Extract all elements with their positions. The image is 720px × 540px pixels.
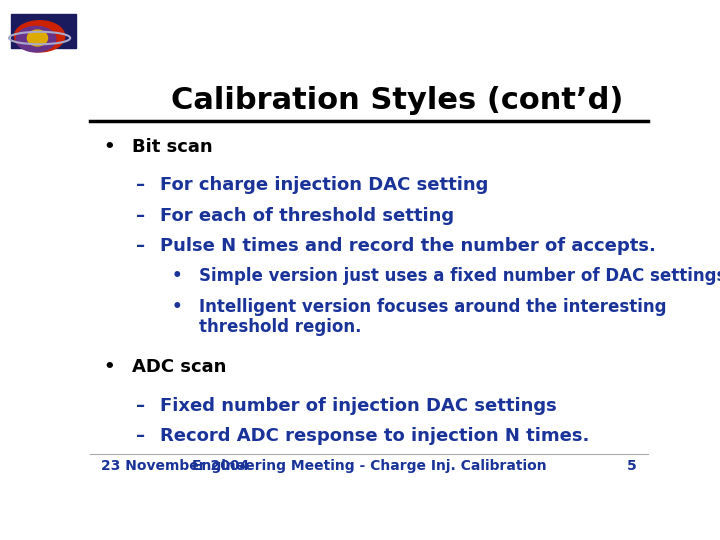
Text: ADC scan: ADC scan	[132, 359, 226, 376]
Text: –: –	[135, 176, 145, 194]
Text: Calibration Styles (cont’d): Calibration Styles (cont’d)	[171, 85, 623, 114]
Ellipse shape	[27, 30, 48, 46]
Text: •: •	[104, 359, 115, 376]
Ellipse shape	[14, 21, 65, 52]
Text: Record ADC response to injection N times.: Record ADC response to injection N times…	[160, 427, 589, 446]
Text: Bit scan: Bit scan	[132, 138, 212, 156]
Text: •: •	[171, 298, 182, 316]
Text: Intelligent version focuses around the interesting
threshold region.: Intelligent version focuses around the i…	[199, 298, 666, 336]
Text: For charge injection DAC setting: For charge injection DAC setting	[160, 176, 488, 194]
Text: –: –	[135, 237, 145, 255]
Text: Engineering Meeting - Charge Inj. Calibration: Engineering Meeting - Charge Inj. Calibr…	[192, 459, 546, 473]
Text: Pulse N times and record the number of accepts.: Pulse N times and record the number of a…	[160, 237, 656, 255]
Text: 23 November 2004: 23 November 2004	[101, 459, 249, 473]
Text: •: •	[171, 267, 182, 285]
Text: For each of threshold setting: For each of threshold setting	[160, 207, 454, 225]
Text: 5: 5	[627, 459, 637, 473]
Text: –: –	[135, 427, 145, 446]
Text: •: •	[104, 138, 115, 156]
Ellipse shape	[16, 26, 56, 52]
Text: Fixed number of injection DAC settings: Fixed number of injection DAC settings	[160, 397, 557, 415]
Text: –: –	[135, 397, 145, 415]
Text: –: –	[135, 207, 145, 225]
Text: Simple version just uses a fixed number of DAC settings: Simple version just uses a fixed number …	[199, 267, 720, 285]
Bar	[11, 14, 76, 48]
